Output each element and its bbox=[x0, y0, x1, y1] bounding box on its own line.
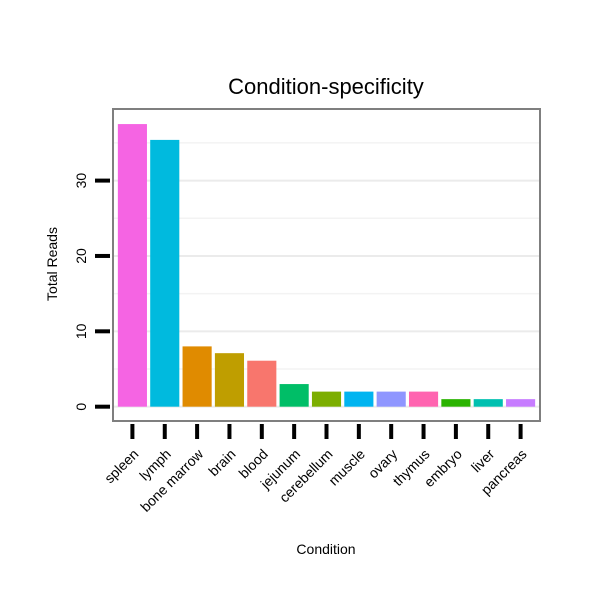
y-tick-label: 30 bbox=[73, 173, 89, 189]
y-tick-label: 10 bbox=[73, 323, 89, 339]
bar-liver bbox=[473, 399, 503, 407]
bar-jejunum bbox=[279, 384, 309, 407]
y-tick-label: 0 bbox=[73, 403, 89, 411]
bar-bone-marrow bbox=[182, 346, 212, 407]
x-tick-label: muscle bbox=[325, 446, 368, 489]
bar-embryo bbox=[441, 399, 471, 407]
chart-title: Condition-specificity bbox=[228, 74, 424, 99]
bar-cerebellum bbox=[311, 391, 342, 407]
bar-spleen bbox=[117, 124, 147, 407]
bar-thymus bbox=[408, 391, 439, 407]
bar-lymph bbox=[150, 139, 180, 407]
x-tick-label: spleen bbox=[101, 446, 141, 486]
bar-muscle bbox=[344, 391, 374, 407]
x-axis-title: Condition bbox=[296, 541, 355, 557]
bar-ovary bbox=[376, 391, 406, 407]
bar-brain bbox=[214, 353, 245, 407]
bar-blood bbox=[247, 360, 277, 407]
plot-panel-border bbox=[112, 108, 541, 422]
x-tick-label: brain bbox=[205, 446, 238, 479]
y-axis-title: Total Reads bbox=[44, 227, 60, 301]
bar-pancreas bbox=[506, 399, 536, 407]
y-tick-label: 20 bbox=[73, 248, 89, 264]
